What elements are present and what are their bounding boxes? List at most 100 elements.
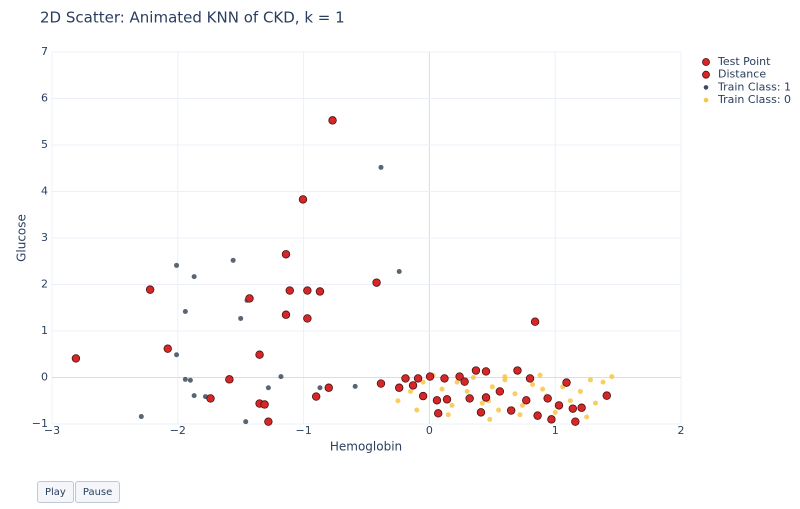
data-point [530, 317, 540, 326]
legend-marker [702, 58, 710, 66]
x-tick-label: −1 [295, 424, 311, 437]
data-point [489, 384, 495, 390]
data-point [533, 411, 542, 420]
data-point [470, 375, 476, 380]
legend-label: Test Point [717, 55, 771, 68]
data-point [584, 414, 590, 420]
data-point [512, 391, 518, 397]
data-point [281, 250, 291, 259]
data-point [174, 262, 180, 268]
animation-controls: Play Pause [37, 481, 121, 503]
data-point [562, 378, 571, 387]
data-point [418, 391, 428, 401]
data-point [260, 400, 269, 409]
legend-label: Train Class: 0 [717, 93, 791, 106]
x-tick-label: 0 [426, 424, 433, 437]
y-tick-label: 7 [41, 45, 48, 58]
data-point [425, 372, 435, 381]
data-point [182, 376, 188, 382]
data-point [445, 412, 451, 418]
data-point [414, 407, 420, 413]
legend-label: Distance [718, 68, 766, 81]
data-point [281, 310, 291, 319]
data-point [449, 402, 455, 408]
y-tick-label: 1 [41, 324, 48, 337]
data-point [328, 116, 337, 125]
data-point [479, 400, 485, 406]
pause-button[interactable]: Pause [74, 481, 121, 503]
chart-title: 2D Scatter: Animated KNN of CKD, k = 1 [40, 9, 345, 27]
data-point [513, 366, 522, 375]
data-point [442, 395, 452, 404]
data-point [420, 379, 426, 385]
data-point [547, 415, 556, 424]
data-point [187, 377, 193, 383]
data-point [519, 402, 525, 408]
data-point [372, 278, 381, 287]
data-point [609, 374, 615, 380]
data-point [506, 406, 516, 415]
data-point [552, 409, 558, 415]
data-point [376, 379, 386, 388]
data-point [592, 400, 598, 406]
data-point [440, 374, 449, 383]
data-point [311, 392, 321, 401]
data-point [206, 394, 215, 403]
x-tick-label: 1 [552, 424, 559, 437]
data-point [568, 404, 578, 413]
data-point [432, 396, 442, 405]
data-point [476, 408, 486, 417]
data-point [264, 417, 273, 426]
y-tick-label: 5 [41, 138, 48, 151]
data-point [245, 294, 254, 303]
legend-marker [703, 85, 709, 90]
data-point [543, 394, 552, 403]
data-point [602, 391, 611, 400]
data-point [577, 403, 586, 412]
data-point [522, 396, 531, 405]
data-point [396, 268, 402, 274]
data-point [487, 416, 493, 422]
data-point [352, 383, 358, 389]
y-tick-label: 0 [41, 371, 48, 384]
data-point [571, 417, 580, 426]
data-point [530, 381, 536, 387]
x-axis-title: Hemoglobin [330, 440, 402, 454]
data-point [138, 414, 144, 420]
data-point [255, 350, 264, 359]
data-point [481, 367, 491, 376]
data-point [243, 419, 249, 425]
data-point [395, 383, 404, 392]
data-point [174, 352, 180, 358]
data-point [455, 372, 464, 381]
data-point [71, 354, 81, 363]
data-point [238, 315, 244, 321]
data-point [317, 385, 323, 391]
legend-label: Train Class: 1 [717, 80, 791, 93]
data-point [298, 195, 308, 204]
data-point [567, 398, 573, 404]
data-point [315, 287, 325, 296]
data-point [303, 286, 312, 295]
data-point [454, 379, 460, 385]
data-point [145, 285, 155, 294]
x-tick-label: −2 [170, 424, 186, 437]
data-point [378, 164, 384, 170]
x-tick-label: −3 [44, 424, 60, 437]
data-point [540, 386, 546, 392]
data-point [324, 383, 333, 392]
data-point [230, 257, 236, 263]
data-point [395, 398, 401, 404]
data-point [537, 372, 543, 378]
data-point [496, 407, 502, 413]
data-point [401, 374, 410, 383]
data-point [285, 286, 294, 295]
data-point [481, 393, 491, 402]
data-point [408, 381, 418, 390]
y-tick-label: −1 [32, 417, 48, 430]
y-tick-label: 3 [41, 231, 48, 244]
chart: 2D Scatter: Animated KNN of CKD, k = 1 H… [15, 9, 792, 454]
data-point [460, 377, 469, 386]
data-point [464, 388, 470, 394]
play-button[interactable]: Play [37, 481, 74, 503]
